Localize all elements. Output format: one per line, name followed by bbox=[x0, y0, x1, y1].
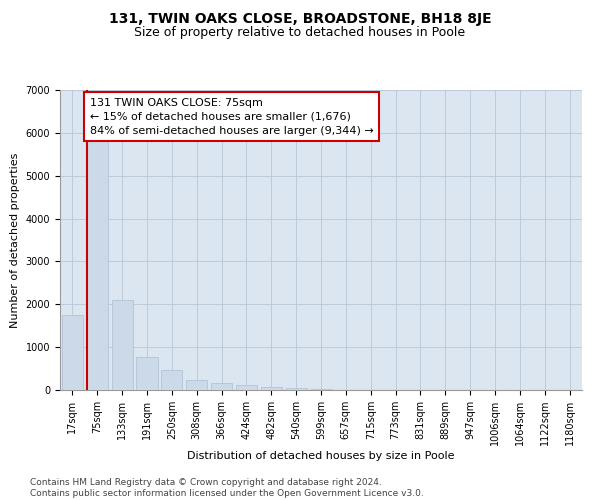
Bar bbox=[161, 370, 182, 390]
Bar bbox=[62, 315, 83, 390]
Bar bbox=[136, 357, 158, 390]
Bar bbox=[261, 386, 282, 390]
Bar bbox=[211, 382, 232, 390]
Bar bbox=[87, 142, 108, 390]
Bar bbox=[112, 300, 133, 390]
Text: 131, TWIN OAKS CLOSE, BROADSTONE, BH18 8JE: 131, TWIN OAKS CLOSE, BROADSTONE, BH18 8… bbox=[109, 12, 491, 26]
Text: Contains HM Land Registry data © Crown copyright and database right 2024.
Contai: Contains HM Land Registry data © Crown c… bbox=[30, 478, 424, 498]
X-axis label: Distribution of detached houses by size in Poole: Distribution of detached houses by size … bbox=[187, 451, 455, 461]
Text: Size of property relative to detached houses in Poole: Size of property relative to detached ho… bbox=[134, 26, 466, 39]
Bar bbox=[310, 389, 332, 390]
Bar bbox=[236, 385, 257, 390]
Y-axis label: Number of detached properties: Number of detached properties bbox=[10, 152, 20, 328]
Text: 131 TWIN OAKS CLOSE: 75sqm
← 15% of detached houses are smaller (1,676)
84% of s: 131 TWIN OAKS CLOSE: 75sqm ← 15% of deta… bbox=[90, 98, 373, 136]
Bar bbox=[186, 380, 207, 390]
Bar bbox=[286, 388, 307, 390]
